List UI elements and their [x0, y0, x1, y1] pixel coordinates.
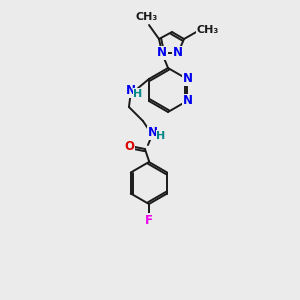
Text: O: O [124, 140, 134, 154]
Text: N: N [126, 85, 136, 98]
Text: CH₃: CH₃ [197, 25, 219, 35]
Text: H: H [133, 89, 142, 99]
Text: N: N [173, 46, 183, 59]
Text: F: F [145, 214, 153, 226]
Text: N: N [157, 46, 167, 59]
Text: N: N [148, 127, 158, 140]
Text: N: N [183, 73, 193, 85]
Text: CH₃: CH₃ [136, 12, 158, 22]
Text: N: N [183, 94, 193, 107]
Text: H: H [156, 131, 166, 141]
